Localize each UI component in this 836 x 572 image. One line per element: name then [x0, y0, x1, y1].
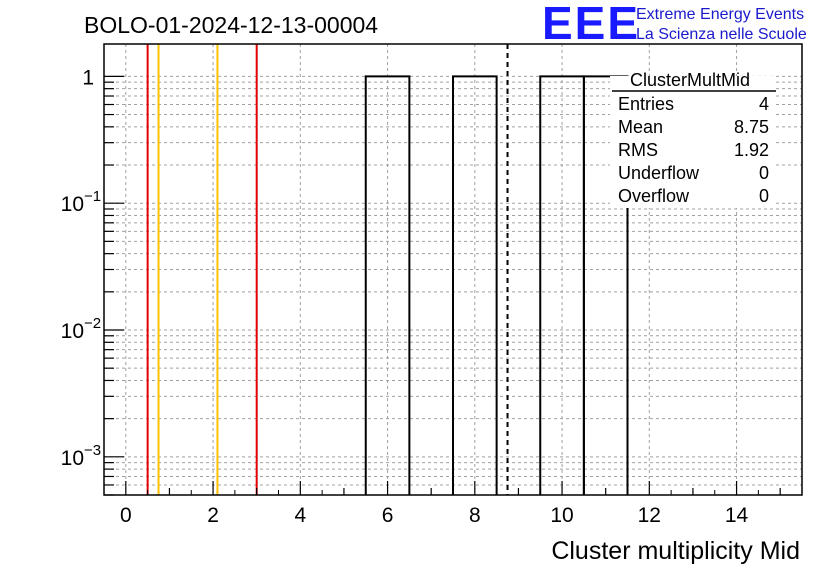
x-tick-label: 6 [382, 504, 394, 527]
histogram-bin [452, 75, 498, 495]
y-tick-label: 1 [82, 66, 94, 89]
x-tick-label: 4 [294, 504, 306, 527]
chart-title: BOLO-01-2024-12-13-00004 [84, 12, 378, 38]
stats-row-value: 0 [759, 163, 769, 183]
stats-row-label: Mean [618, 117, 663, 137]
stats-row-label: Entries [618, 94, 674, 114]
stats-box-name: ClusterMultMid [630, 70, 750, 90]
y-tick-exponent: −3 [84, 442, 101, 459]
histogram-bin [582, 75, 629, 495]
y-tick-label: 10 [61, 320, 84, 343]
x-tick-label: 14 [725, 504, 749, 527]
stats-row-label: RMS [618, 140, 658, 160]
stats-box-background [610, 76, 776, 208]
x-tick-label: 8 [469, 504, 481, 527]
y-tick-label: 10 [61, 193, 84, 216]
stats-row-value: 1.92 [734, 140, 769, 160]
stats-box-rows: Entries 4 Mean 8.75 RMS 1.92 Underflow 0 Overflo… [618, 94, 769, 206]
axis-ticks [104, 75, 781, 496]
logo-line-2: La Scienza nelle Scuole [636, 26, 807, 43]
stats-row-label: Overflow [618, 186, 690, 206]
x-tick-label: 0 [120, 504, 132, 527]
stats-row-value: 8.75 [734, 117, 769, 137]
histogram-bins [364, 75, 629, 495]
logo-eee: EEE [542, 0, 640, 49]
stats-row-value: 4 [759, 94, 769, 114]
x-tick-label: 12 [638, 504, 661, 527]
y-tick-exponent: −2 [84, 315, 101, 332]
logo-line-1: Extreme Energy Events [636, 6, 804, 23]
x-axis-title: Cluster multiplicity Mid [551, 537, 800, 565]
x-tick-label: 10 [550, 504, 573, 527]
marker-lines [146, 44, 509, 495]
stats-box: ClusterMultMid Entries 4 Mean 8.75 RMS 1.92 Un… [610, 70, 776, 208]
stats-row-value: 0 [759, 186, 769, 206]
histogram-bin [364, 75, 411, 495]
y-tick-exponent: −1 [84, 188, 101, 205]
y-tick-label: 10 [61, 447, 84, 470]
x-tick-label: 2 [207, 504, 219, 527]
stats-row-label: Underflow [618, 163, 700, 183]
eee-logo: EEE Extreme Energy Events La Scienza nel… [542, 0, 807, 49]
